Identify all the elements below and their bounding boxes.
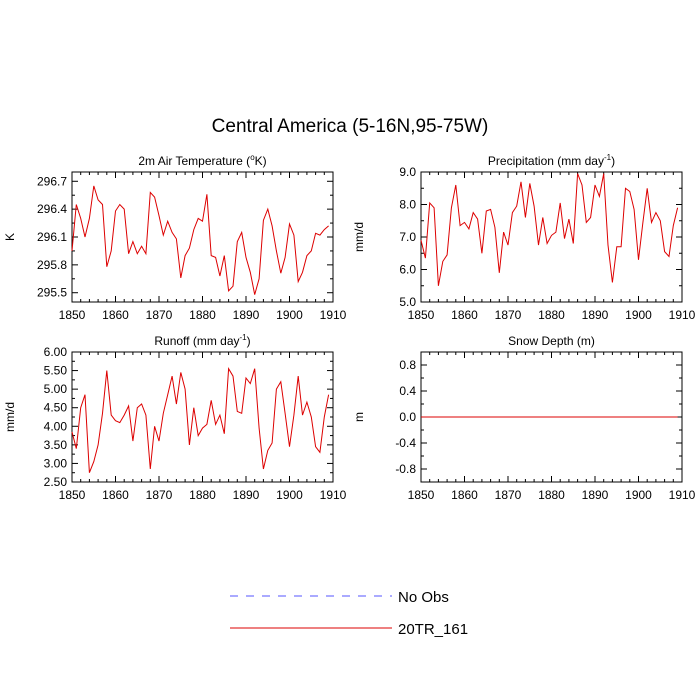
air-temperature-series-line (71, 185, 329, 295)
precipitation-xtick-label: 1890 (582, 308, 609, 322)
runoff-ytick-label: 3.50 (44, 438, 68, 452)
snow-depth-xtick-label: 1890 (582, 488, 609, 502)
precipitation-panel: Precipitation (mm day-1) mm/d 1850 1860 1870… (352, 153, 696, 322)
air-temperature-ytick-label: 296.7 (37, 174, 67, 188)
precipitation-series-line (420, 173, 679, 286)
precipitation-ytick-label: 8.0 (399, 198, 416, 212)
snow-depth-xtick-label: 1860 (451, 488, 478, 502)
air-temperature-xtick-label: 1900 (276, 308, 303, 322)
snow-depth-ytick-label: 0.4 (399, 384, 416, 398)
snow-depth-xtick-label: 1910 (669, 488, 696, 502)
snow-depth-ytick-label: 0.8 (399, 358, 416, 372)
runoff-xtick-label: 1890 (233, 488, 260, 502)
precipitation-ytick-label: 5.0 (399, 295, 416, 309)
legend-label: No Obs (398, 589, 449, 606)
snow-depth-ytick-label: 0.0 (399, 410, 416, 424)
figure-title: Central America (5-16N,95-75W) (211, 116, 489, 137)
precipitation-title: Precipitation (mm day-1) (488, 153, 615, 168)
snow-depth-ylabel: m (352, 412, 366, 422)
precipitation-xtick-label: 1870 (495, 308, 522, 322)
snow-depth-xtick-label: 1900 (625, 488, 652, 502)
runoff-xtick-label: 1860 (102, 488, 129, 502)
precipitation-xtick-label: 1910 (669, 308, 696, 322)
runoff-ytick-label: 3.00 (44, 456, 68, 470)
runoff-ytick-label: 4.50 (44, 401, 68, 415)
air-temperature-ytick-label: 295.5 (37, 286, 67, 300)
precipitation-frame (420, 171, 683, 303)
air-temperature-xtick-label: 1910 (320, 308, 347, 322)
air-temperature-ytick-label: 296.4 (37, 202, 67, 216)
snow-depth-xtick-label: 1850 (408, 488, 435, 502)
air-temperature-panel: 2m Air Temperature (oK) K 1850 1860 1870 1880… (3, 153, 347, 322)
legend: No Obs 20TR_161 (230, 589, 468, 638)
precipitation-xtick-label: 1850 (408, 308, 435, 322)
legend-label: 20TR_161 (398, 621, 468, 638)
precipitation-ytick-label: 6.0 (399, 263, 416, 277)
air-temperature-ytick-label: 295.8 (37, 258, 67, 272)
runoff-panel: Runoff (mm day-1) mm/d 1850 1860 1870 1880 189… (3, 333, 347, 502)
runoff-xtick-label: 1870 (146, 488, 173, 502)
precipitation-ylabel: mm/d (352, 222, 366, 252)
air-temperature-xtick-label: 1850 (59, 308, 86, 322)
runoff-ytick-label: 6.00 (44, 345, 68, 359)
air-temperature-ytick-label: 296.1 (37, 230, 67, 244)
snow-depth-ytick-label: -0.8 (395, 462, 416, 476)
air-temperature-title: 2m Air Temperature (oK) (138, 153, 266, 168)
runoff-xtick-label: 1880 (189, 488, 216, 502)
precipitation-ytick-label: 7.0 (399, 230, 416, 244)
runoff-ylabel: mm/d (3, 402, 17, 432)
runoff-xtick-label: 1900 (276, 488, 303, 502)
snow-depth-panel: Snow Depth (m) m 1850 1860 1870 1880 1890 1900 1… (352, 334, 696, 502)
precipitation-xtick-label: 1860 (451, 308, 478, 322)
air-temperature-xtick-label: 1890 (233, 308, 260, 322)
snow-depth-xtick-label: 1870 (495, 488, 522, 502)
snow-depth-title: Snow Depth (m) (508, 334, 595, 348)
runoff-ytick-label: 5.00 (44, 382, 68, 396)
air-temperature-xtick-label: 1870 (146, 308, 173, 322)
runoff-series-line (71, 367, 330, 473)
runoff-ytick-label: 4.00 (44, 419, 68, 433)
air-temperature-xtick-label: 1860 (102, 308, 129, 322)
snow-depth-xtick-label: 1880 (538, 488, 565, 502)
air-temperature-ylabel: K (3, 233, 17, 241)
precipitation-ytick-label: 9.0 (399, 165, 416, 179)
precipitation-xtick-label: 1880 (538, 308, 565, 322)
runoff-ytick-label: 5.50 (44, 364, 68, 378)
runoff-ytick-label: 2.50 (44, 475, 68, 489)
runoff-xtick-label: 1850 (59, 488, 86, 502)
precipitation-xtick-label: 1900 (625, 308, 652, 322)
air-temperature-xtick-label: 1880 (189, 308, 216, 322)
runoff-title: Runoff (mm day-1) (154, 333, 250, 348)
snow-depth-ytick-label: -0.4 (395, 436, 416, 450)
runoff-xtick-label: 1910 (320, 488, 347, 502)
